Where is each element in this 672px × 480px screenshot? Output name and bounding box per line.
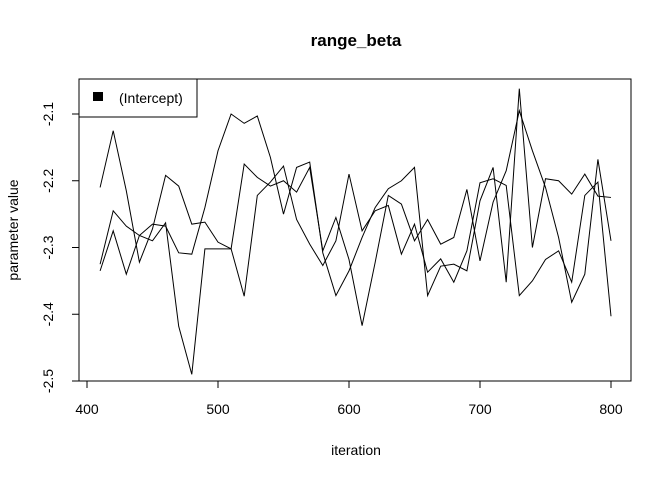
series-group: [99, 88, 612, 375]
y-axis-label: parameter value: [5, 179, 21, 280]
x-axis-label: iteration: [331, 442, 381, 458]
y-tick-label: -2.5: [40, 369, 56, 393]
chart-title: range_beta: [311, 31, 402, 50]
y-axis: -2.5 -2.4 -2.3 -2.2 -2.1: [40, 102, 80, 393]
x-axis-ticks: 400 500 600 700 800: [75, 381, 623, 417]
x-tick-label: 700: [468, 401, 492, 417]
y-tick-label: -2.2: [40, 168, 56, 192]
y-tick-label: -2.3: [40, 235, 56, 259]
legend-swatch: [93, 92, 103, 101]
x-axis: 400 500 600 700 800: [75, 380, 623, 417]
series-line-3: [99, 164, 612, 375]
legend-label: (Intercept): [119, 90, 183, 106]
y-tick-label: -2.4: [40, 302, 56, 326]
series-line-2: [99, 88, 612, 298]
x-tick-label: 400: [75, 401, 99, 417]
x-tick-label: 600: [337, 401, 361, 417]
legend: (Intercept): [78, 78, 198, 118]
y-tick-label: -2.1: [40, 102, 56, 126]
x-tick-label: 800: [599, 401, 623, 417]
y-axis-ticks: -2.5 -2.4 -2.3 -2.2 -2.1: [40, 102, 79, 393]
x-tick-label: 500: [206, 401, 230, 417]
series-line-1: [99, 108, 612, 326]
